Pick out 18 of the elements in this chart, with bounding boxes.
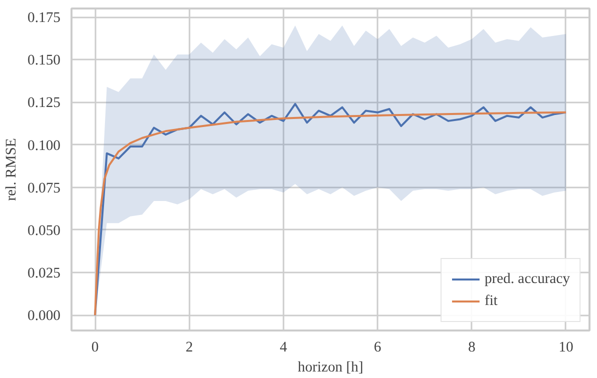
y-tick-label: 0.050 [28,222,61,239]
y-tick-label: 0.075 [28,180,61,196]
y-tick-label: 0.175 [28,10,61,26]
x-tick-label: 0 [91,340,99,356]
x-axis-title: horizon [h] [298,360,364,376]
legend-label: pred. accuracy [484,270,570,288]
x-tick-label: 10 [558,340,574,356]
x-tick-label: 4 [280,340,288,356]
y-tick-label: 0.150 [28,52,61,69]
y-axis-title: rel. RMSE [4,138,20,201]
legend-label: fit [484,292,499,310]
x-tick-label: 2 [186,340,193,356]
x-tick-label: 8 [468,340,476,356]
x-tick-label: 6 [374,340,382,356]
y-tick-label: 0.100 [28,138,61,154]
y-tick-label: 0.125 [28,95,61,112]
y-tick-label: 0.025 [28,266,61,282]
y-tick-label: 0.000 [28,308,61,324]
